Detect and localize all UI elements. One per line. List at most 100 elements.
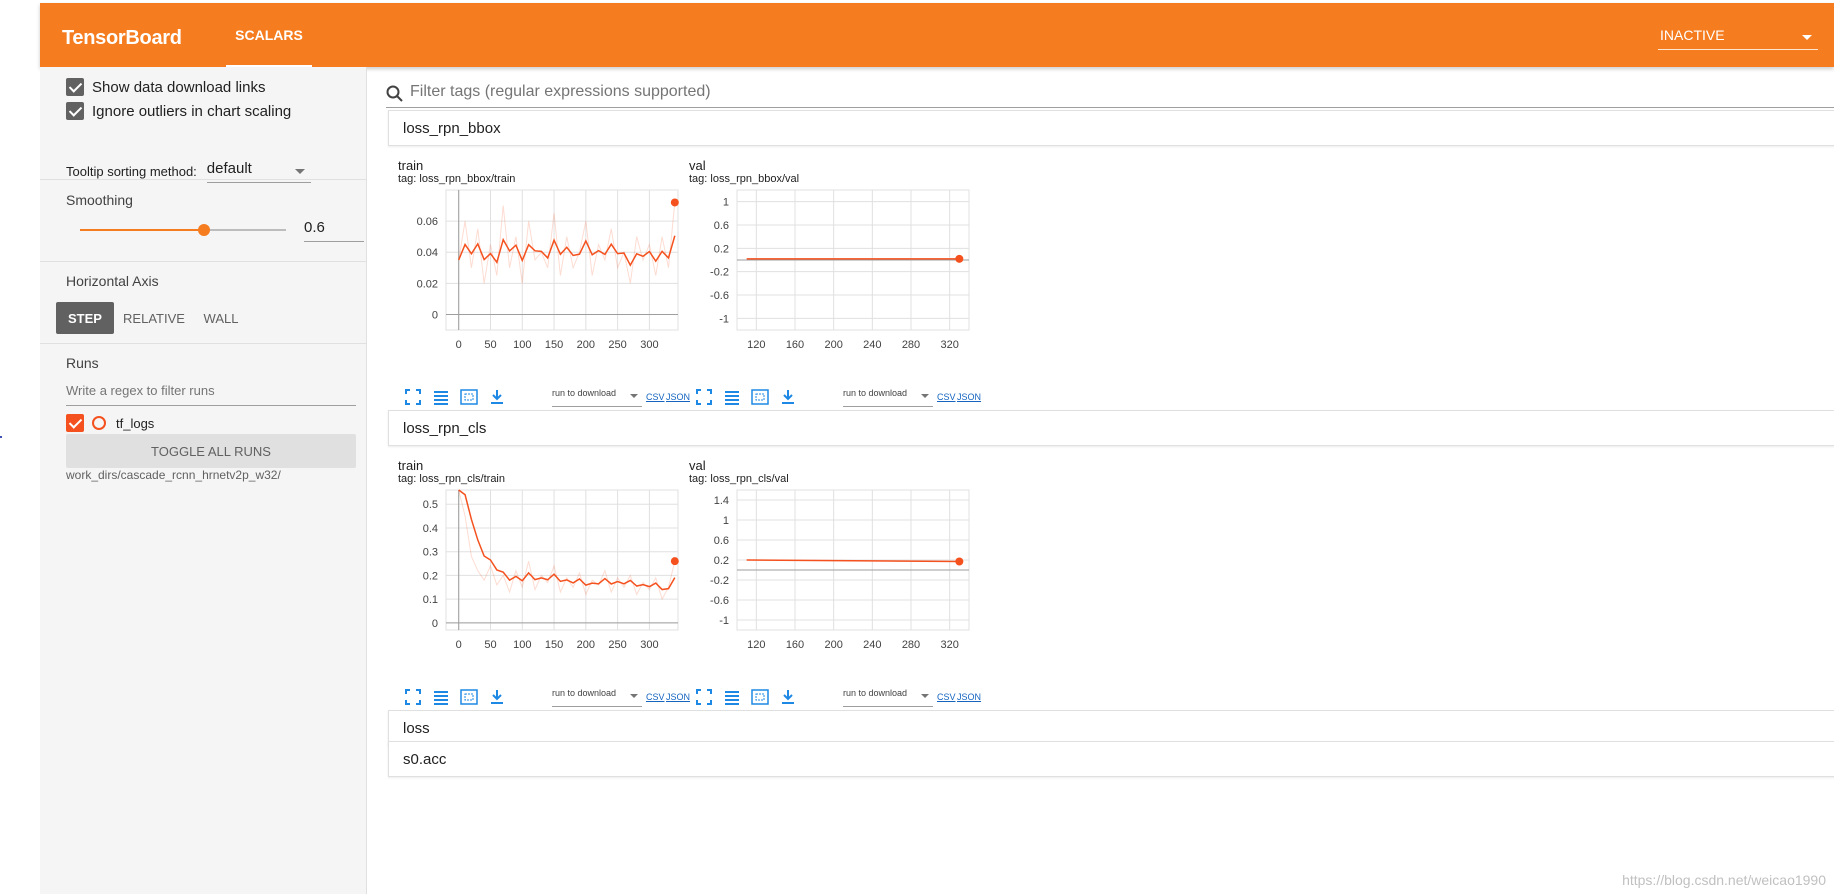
smoothed-series-line bbox=[458, 489, 676, 591]
tensorboard-app: TensorBoard SCALARS INACTIVE Show data d… bbox=[40, 0, 1834, 894]
fullscreen-icon[interactable] bbox=[404, 688, 422, 706]
runs-title: Runs bbox=[66, 355, 99, 371]
checkbox-checked-icon bbox=[66, 78, 84, 96]
x-tick-label: 100 bbox=[513, 339, 531, 351]
run-to-download-value: run to download bbox=[843, 388, 908, 398]
x-tick-label: 240 bbox=[863, 339, 881, 351]
category-header-s0-acc[interactable]: s0.acc bbox=[388, 741, 1834, 777]
json-download-link[interactable]: JSON bbox=[957, 392, 982, 402]
tab-scalars-label: SCALARS bbox=[235, 27, 303, 43]
csv-download-link[interactable]: CSV bbox=[937, 692, 956, 702]
csv-download-link[interactable]: CSV bbox=[646, 392, 665, 402]
x-tick-label: 120 bbox=[747, 639, 765, 651]
radio-circle-icon[interactable] bbox=[92, 416, 106, 430]
y-tick-label: 1 bbox=[723, 197, 729, 209]
run-to-download-select[interactable]: run to download bbox=[552, 688, 642, 707]
line-chart[interactable]: 120 160 200 240 280 320 -1 -0.6 -0.2 0.2 0.6 1 1.4 bbox=[687, 488, 977, 668]
smoothing-title: Smoothing bbox=[66, 192, 133, 208]
checkbox-checked-icon[interactable] bbox=[66, 414, 84, 432]
run-to-download-select[interactable]: run to download bbox=[843, 688, 933, 707]
y-tick-label: 1 bbox=[723, 515, 729, 527]
show-download-links-checkbox[interactable]: Show data download links bbox=[66, 76, 265, 98]
json-download-link[interactable]: JSON bbox=[957, 692, 982, 702]
line-chart[interactable]: 0 50 100 150 200 250 300 0 0.02 0.04 0.06 bbox=[396, 188, 686, 368]
chart-title: train bbox=[398, 158, 424, 173]
x-tick-label: 200 bbox=[577, 639, 595, 651]
download-icon[interactable] bbox=[779, 388, 797, 406]
toggle-log-scale-icon[interactable] bbox=[723, 388, 741, 406]
y-tick-label: 0.5 bbox=[423, 499, 438, 511]
active-tab-underline bbox=[226, 65, 312, 67]
fit-domain-icon[interactable] bbox=[751, 688, 769, 706]
tag-filter-input[interactable]: Filter tags (regular expressions support… bbox=[386, 81, 1834, 108]
plugin-select[interactable]: INACTIVE bbox=[1658, 25, 1818, 50]
toggle-log-scale-icon[interactable] bbox=[432, 688, 450, 706]
y-tick-label: 0.02 bbox=[417, 278, 438, 290]
toggle-log-scale-icon[interactable] bbox=[432, 388, 450, 406]
last-point-marker bbox=[670, 557, 679, 566]
smoothing-input[interactable]: 0.6 bbox=[304, 219, 364, 242]
x-tick-label: 250 bbox=[608, 339, 626, 351]
last-point-marker bbox=[955, 254, 964, 263]
run-row-tf-logs[interactable]: tf_logs bbox=[66, 412, 154, 434]
download-icon[interactable] bbox=[488, 388, 506, 406]
runs-filter-input[interactable]: Write a regex to filter runs bbox=[66, 383, 356, 406]
tooltip-sorting-select[interactable]: default bbox=[206, 160, 311, 183]
axis-step-button[interactable]: STEP bbox=[56, 302, 114, 334]
json-download-link[interactable]: JSON bbox=[666, 392, 691, 402]
chevron-down-icon bbox=[921, 394, 929, 398]
chevron-down-icon bbox=[1802, 35, 1812, 40]
axis-relative-button[interactable]: RELATIVE bbox=[123, 310, 185, 326]
fit-domain-icon[interactable] bbox=[460, 688, 478, 706]
csv-download-link[interactable]: CSV bbox=[937, 392, 956, 402]
tag-filter-placeholder: Filter tags (regular expressions support… bbox=[410, 83, 711, 100]
y-tick-label: 0 bbox=[432, 309, 438, 321]
chart-toolbar: run to download CSV JSON bbox=[695, 688, 985, 708]
run-to-download-select[interactable]: run to download bbox=[552, 388, 642, 407]
chart-title: train bbox=[398, 458, 424, 473]
smoothing-slider-knob[interactable] bbox=[197, 224, 210, 236]
download-icon[interactable] bbox=[779, 688, 797, 706]
chart-title: val bbox=[689, 458, 706, 473]
x-tick-label: 300 bbox=[640, 639, 658, 651]
search-icon bbox=[386, 85, 403, 102]
line-chart[interactable]: 120 160 200 240 280 320 -1 -0.6 -0.2 0.2 0.6 1 bbox=[687, 188, 977, 368]
toggle-all-runs-button[interactable]: TOGGLE ALL RUNS bbox=[66, 434, 356, 468]
y-tick-label: 0.2 bbox=[714, 555, 729, 567]
csv-download-link[interactable]: CSV bbox=[646, 692, 665, 702]
watermark: https://blog.csdn.net/weicao1990 bbox=[1622, 872, 1826, 888]
download-icon[interactable] bbox=[488, 688, 506, 706]
tab-scalars[interactable]: SCALARS bbox=[226, 3, 312, 67]
category-header-loss-rpn-cls[interactable]: loss_rpn_cls bbox=[388, 410, 1834, 446]
main-panel: Filter tags (regular expressions support… bbox=[366, 67, 1834, 894]
y-tick-label: 0.1 bbox=[423, 594, 438, 606]
sidebar: Show data download links Ignore outliers… bbox=[40, 67, 367, 894]
category-header-loss-rpn-bbox[interactable]: loss_rpn_bbox bbox=[388, 110, 1834, 146]
y-tick-label: -0.2 bbox=[710, 267, 729, 279]
x-tick-label: 0 bbox=[456, 339, 462, 351]
axis-wall-button[interactable]: WALL bbox=[203, 310, 239, 326]
fullscreen-icon[interactable] bbox=[695, 388, 713, 406]
fullscreen-icon[interactable] bbox=[404, 388, 422, 406]
fit-domain-icon[interactable] bbox=[751, 388, 769, 406]
y-tick-label: 0.6 bbox=[714, 535, 729, 547]
smoothing-slider[interactable] bbox=[80, 224, 286, 236]
category-header-loss[interactable]: loss bbox=[388, 710, 1834, 746]
last-point-marker bbox=[670, 198, 679, 207]
line-chart[interactable]: 0 50 100 150 200 250 300 0 0.1 0.2 0.3 0.4 0.5 bbox=[396, 488, 686, 668]
fit-domain-icon[interactable] bbox=[460, 388, 478, 406]
x-tick-label: 160 bbox=[786, 339, 804, 351]
toggle-log-scale-icon[interactable] bbox=[723, 688, 741, 706]
ignore-outliers-label: Ignore outliers in chart scaling bbox=[92, 102, 292, 120]
fullscreen-icon[interactable] bbox=[695, 688, 713, 706]
show-download-links-label: Show data download links bbox=[92, 78, 266, 96]
run-to-download-select[interactable]: run to download bbox=[843, 388, 933, 407]
ignore-outliers-checkbox[interactable]: Ignore outliers in chart scaling bbox=[66, 100, 291, 122]
category-name: loss_rpn_bbox bbox=[403, 120, 501, 137]
x-tick-label: 200 bbox=[577, 339, 595, 351]
json-download-link[interactable]: JSON bbox=[666, 692, 691, 702]
smoothing-slider-fill bbox=[80, 229, 204, 231]
chart-toolbar: run to download CSV JSON bbox=[404, 388, 694, 408]
y-tick-label: -0.6 bbox=[710, 290, 729, 302]
chart-tag: tag: loss_rpn_cls/train bbox=[398, 473, 505, 485]
